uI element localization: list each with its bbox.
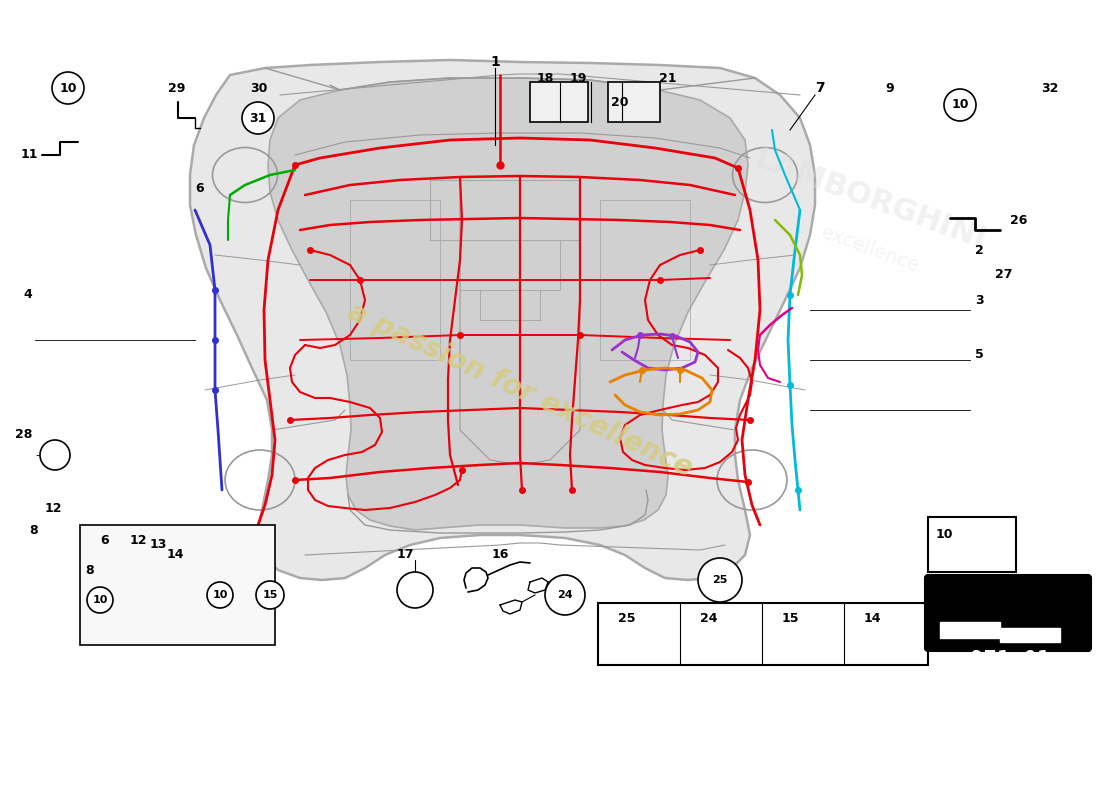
Text: 11: 11 [21,149,38,162]
Bar [608,82,660,122]
Text: 6: 6 [196,182,205,194]
Bar [598,603,928,665]
Text: 18: 18 [537,71,553,85]
Text: 10: 10 [936,528,954,541]
FancyBboxPatch shape [925,575,1091,651]
Text: 25: 25 [713,575,728,585]
Text: 14: 14 [864,612,881,625]
Circle shape [52,72,84,104]
Text: 19: 19 [570,71,586,85]
Circle shape [40,440,70,470]
Text: 21: 21 [659,71,676,85]
Text: 16: 16 [492,549,508,562]
Text: 24: 24 [700,612,717,625]
Text: 15: 15 [262,590,277,600]
Text: 25: 25 [618,612,636,625]
Text: 7: 7 [815,81,825,95]
Text: 31: 31 [250,111,266,125]
Text: 27: 27 [996,269,1012,282]
Text: 28: 28 [14,429,32,442]
Text: 10: 10 [59,82,77,94]
Text: 9: 9 [886,82,894,94]
Text: 2: 2 [975,243,983,257]
Bar [928,517,1016,572]
Text: 5: 5 [975,349,983,362]
Text: 15: 15 [782,612,800,625]
Text: 13: 13 [150,538,167,551]
Text: 14: 14 [166,549,184,562]
Polygon shape [268,78,748,530]
Text: 10: 10 [92,595,108,605]
Bar [530,82,588,122]
Text: 8: 8 [30,523,38,537]
Text: 10: 10 [952,98,969,111]
Text: a passion for excellence: a passion for excellence [343,298,697,482]
Circle shape [87,587,113,613]
Circle shape [242,102,274,134]
Circle shape [397,572,433,608]
Text: 20: 20 [612,95,629,109]
Text: 32: 32 [1042,82,1058,94]
Circle shape [698,558,742,602]
Circle shape [544,575,585,615]
Text: 12: 12 [44,502,62,514]
Text: 26: 26 [1010,214,1027,226]
Polygon shape [940,622,1060,642]
Text: 24: 24 [558,590,573,600]
Text: 17: 17 [396,549,414,562]
Circle shape [256,581,284,609]
Polygon shape [190,60,815,580]
Text: LAMBORGHINI: LAMBORGHINI [750,145,990,255]
Circle shape [944,89,976,121]
Text: 971 01: 971 01 [970,650,1050,670]
Text: 1: 1 [491,55,499,69]
Text: 3: 3 [975,294,983,306]
Circle shape [207,582,233,608]
Text: excellence: excellence [818,223,922,277]
Text: 4: 4 [23,289,32,302]
Bar [80,525,275,645]
Text: 10: 10 [212,590,228,600]
Text: 12: 12 [130,534,147,546]
Text: 8: 8 [86,563,95,577]
Text: 30: 30 [250,82,267,94]
Text: 29: 29 [168,82,186,94]
Text: 6: 6 [101,534,109,546]
